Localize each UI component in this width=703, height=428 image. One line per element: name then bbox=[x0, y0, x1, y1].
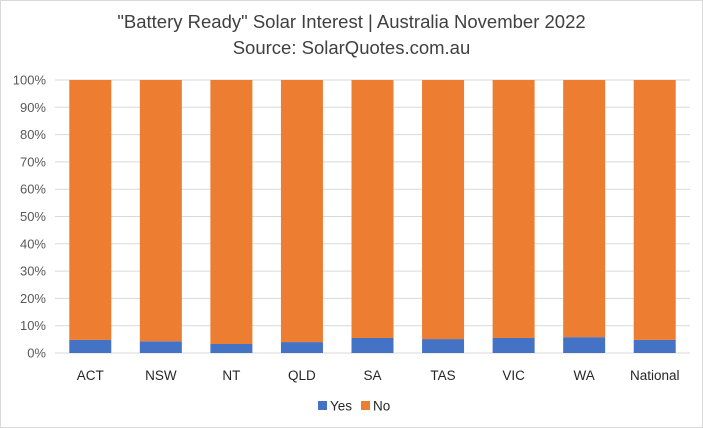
bar-yes bbox=[492, 337, 535, 353]
x-tick-label: ACT bbox=[77, 368, 104, 383]
legend-swatch-yes bbox=[318, 401, 327, 410]
y-tick-label: 100% bbox=[13, 73, 47, 88]
x-tick-label: SA bbox=[363, 368, 381, 383]
y-tick-label: 50% bbox=[20, 209, 46, 224]
chart-title: "Battery Ready" Solar Interest | Austral… bbox=[117, 11, 586, 32]
y-tick-label: 40% bbox=[20, 236, 46, 251]
x-tick-label: National bbox=[630, 368, 680, 383]
bar-yes bbox=[210, 343, 253, 353]
bar-yes bbox=[633, 339, 676, 353]
y-tick-label: 10% bbox=[20, 318, 46, 333]
bar-no bbox=[633, 80, 676, 340]
bar-yes bbox=[280, 342, 323, 353]
y-tick-label: 90% bbox=[20, 100, 46, 115]
bar-no bbox=[422, 80, 465, 340]
x-tick-label: NSW bbox=[145, 368, 177, 383]
chart-subtitle: Source: SolarQuotes.com.au bbox=[232, 37, 471, 58]
y-tick-label: 80% bbox=[20, 127, 46, 142]
bar-no bbox=[563, 80, 606, 338]
bar-no bbox=[69, 80, 112, 340]
y-tick-label: 70% bbox=[20, 154, 46, 169]
legend-label-no: No bbox=[373, 399, 390, 414]
bar-no bbox=[492, 80, 535, 338]
bar-no bbox=[280, 80, 323, 343]
bar-yes bbox=[422, 339, 465, 353]
x-tick-label: NT bbox=[222, 368, 240, 383]
bar-yes bbox=[139, 341, 182, 353]
x-tick-label: QLD bbox=[288, 368, 316, 383]
x-tick-label: VIC bbox=[502, 368, 525, 383]
y-tick-label: 60% bbox=[20, 182, 46, 197]
x-tick-label: TAS bbox=[430, 368, 455, 383]
y-tick-label: 30% bbox=[20, 264, 46, 279]
bar-yes bbox=[69, 339, 112, 353]
legend-label-yes: Yes bbox=[330, 399, 352, 414]
y-tick-label: 0% bbox=[27, 346, 46, 361]
bar-no bbox=[351, 80, 394, 338]
bar-yes bbox=[563, 337, 606, 353]
bar-no bbox=[210, 80, 253, 344]
bar-no bbox=[139, 80, 182, 342]
y-tick-label: 20% bbox=[20, 291, 46, 306]
bar-yes bbox=[351, 337, 394, 353]
x-tick-label: WA bbox=[574, 368, 595, 383]
legend-swatch-no bbox=[361, 401, 370, 410]
